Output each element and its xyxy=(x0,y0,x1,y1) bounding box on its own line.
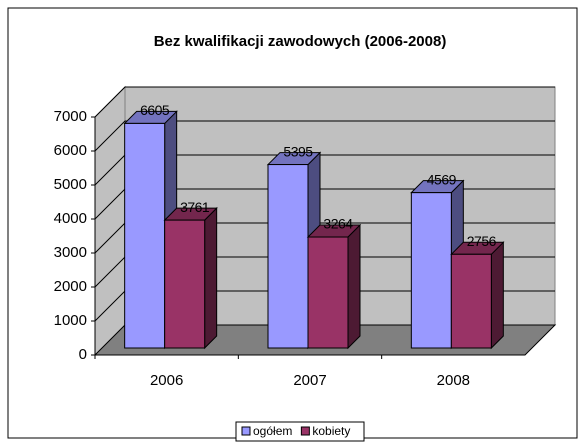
bar-front xyxy=(307,236,349,349)
legend: ogółem kobiety xyxy=(235,421,365,442)
legend-label: ogółem xyxy=(253,424,292,438)
bar-front xyxy=(267,164,309,349)
grid-line xyxy=(94,120,555,152)
legend-swatch xyxy=(241,426,251,436)
y-tick-label: 7000 xyxy=(54,108,87,125)
bar-side xyxy=(490,241,504,350)
legend-swatch xyxy=(300,426,310,436)
y-tick-label: 0 xyxy=(79,346,87,363)
y-tick-label: 3000 xyxy=(54,244,87,261)
y-tick-label: 1000 xyxy=(54,312,87,329)
bar xyxy=(163,206,218,350)
bar-front xyxy=(124,122,166,349)
y-tick-label: 5000 xyxy=(54,176,87,193)
bar-side xyxy=(204,206,218,350)
value-label: 3761 xyxy=(180,199,210,215)
grid-line xyxy=(94,86,555,118)
bar xyxy=(306,223,362,350)
value-label: 6605 xyxy=(140,102,170,118)
legend-box xyxy=(235,421,365,442)
side-wall xyxy=(94,85,126,357)
x-tick-label: 2007 xyxy=(293,372,326,389)
x-tick-label: 2008 xyxy=(437,372,470,389)
y-tick-label: 4000 xyxy=(54,210,87,227)
chart-title: Bez kwalifikacji zawodowych (2006-2008) xyxy=(154,33,447,50)
value-label: 3264 xyxy=(323,216,353,232)
bar-front xyxy=(410,192,452,349)
x-tick-label: 2006 xyxy=(150,372,183,389)
legend-label: kobiety xyxy=(312,424,350,438)
bar-front xyxy=(450,253,492,349)
bar-front xyxy=(164,219,206,349)
y-tick-label: 2000 xyxy=(54,278,87,295)
bar xyxy=(450,241,505,350)
value-label: 4569 xyxy=(427,171,457,187)
y-tick-label: 6000 xyxy=(54,142,87,159)
value-label: 5395 xyxy=(283,143,313,159)
bar-side xyxy=(347,223,361,350)
value-label: 2756 xyxy=(467,233,497,249)
